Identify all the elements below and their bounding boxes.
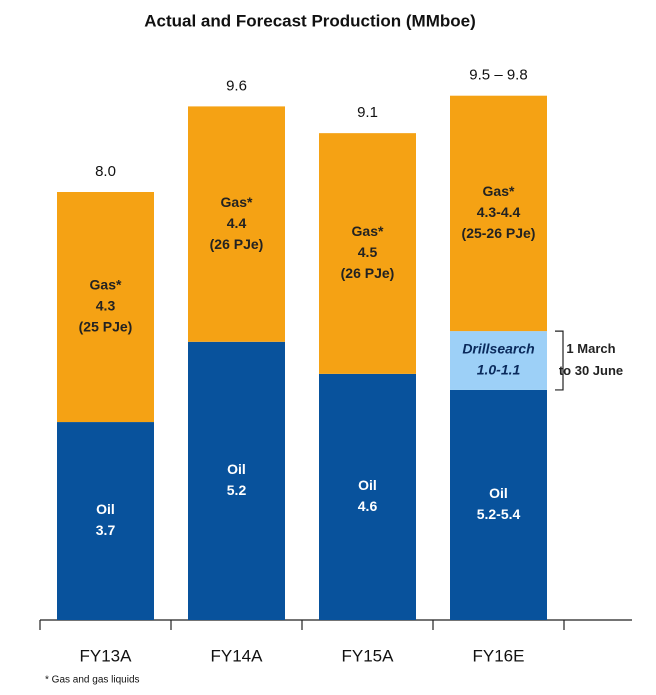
segment-label: Oil: [489, 485, 508, 501]
segment-label: (26 PJe): [341, 265, 395, 281]
bar-segment: [188, 106, 285, 342]
total-label: 8.0: [95, 163, 116, 180]
bar-segment: [319, 133, 416, 374]
bar-segment: [450, 331, 547, 390]
segment-label: 1.0-1.1: [477, 362, 521, 378]
segment-label: (25-26 PJe): [462, 225, 536, 241]
segment-label: 4.5: [358, 244, 378, 260]
segment-label: 3.7: [96, 522, 116, 538]
segment-label: 4.6: [358, 498, 378, 514]
segment-label: Oil: [227, 461, 246, 477]
segment-label: Oil: [96, 501, 115, 517]
bar-segment: [188, 341, 285, 620]
bar-segment: [450, 95, 547, 332]
segment-label: Oil: [358, 477, 377, 493]
x-tick-label: FY16E: [473, 646, 525, 665]
segment-label: Gas*: [352, 223, 384, 239]
bar-segment: [57, 422, 154, 620]
bar-segment: [450, 389, 547, 620]
total-label: 9.5 – 9.8: [469, 67, 527, 84]
annotation: 1 March: [566, 341, 615, 356]
segment-label: (26 PJe): [210, 236, 264, 252]
footnote: * Gas and gas liquids: [45, 675, 140, 686]
x-tick-label: FY13A: [80, 646, 133, 665]
segment-label: Drillsearch: [462, 341, 534, 357]
segment-label: 4.3: [96, 298, 116, 314]
segment-label: 5.2: [227, 482, 247, 498]
annotation: to 30 June: [559, 363, 623, 378]
segment-label: 4.3-4.4: [477, 204, 521, 220]
total-label: 9.1: [357, 104, 378, 121]
segment-label: (25 PJe): [79, 319, 133, 335]
segment-label: Gas*: [90, 277, 122, 293]
segment-label: 5.2-5.4: [477, 506, 521, 522]
bar-segment: [319, 373, 416, 620]
x-tick-label: FY14A: [211, 646, 264, 665]
segment-label: Gas*: [483, 183, 515, 199]
segment-label: 4.4: [227, 215, 247, 231]
bracket: [555, 330, 564, 391]
segment-label: Gas*: [221, 194, 253, 210]
chart-title: Actual and Forecast Production (MMboe): [144, 11, 476, 30]
bar-segment: [57, 192, 154, 423]
total-label: 9.6: [226, 77, 247, 94]
x-tick-label: FY15A: [342, 646, 395, 665]
